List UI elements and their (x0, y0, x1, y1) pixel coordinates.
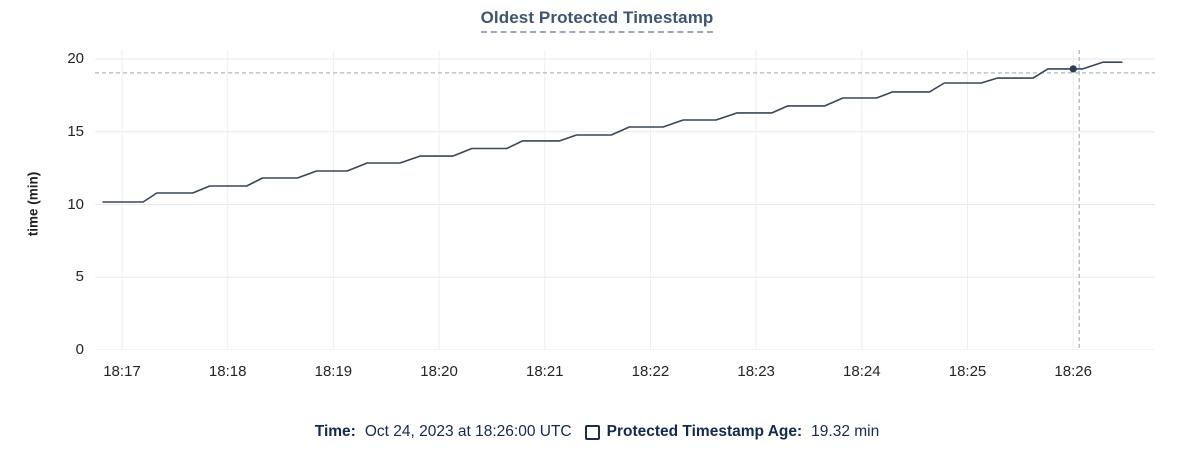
x-tick-label: 18:25 (948, 363, 987, 380)
legend-time: Time: Oct 24, 2023 at 18:26:00 UTC (315, 423, 572, 441)
legend-series-label: Protected Timestamp Age: (606, 423, 803, 440)
y-tick-label: 10 (67, 195, 84, 213)
x-tick-label: 18:20 (420, 363, 458, 380)
x-tick-label: 18:26 (1054, 363, 1092, 380)
legend-series: Protected Timestamp Age: 19.32 min (584, 423, 880, 441)
y-tick-label: 0 (75, 341, 84, 358)
x-tick-label: 18:17 (103, 363, 141, 380)
legend-time-label: Time: (314, 423, 356, 440)
series-line (102, 61, 1123, 203)
x-tick-label: 18:18 (208, 363, 247, 380)
x-tick-label: 18:21 (525, 363, 564, 380)
hover-point (1069, 65, 1077, 73)
legend: Time: Oct 24, 2023 at 18:26:00 UTC Prote… (0, 423, 1194, 441)
legend-time-value: Oct 24, 2023 at 18:26:00 UTC (364, 423, 572, 440)
legend-series-value: 19.32 min (811, 423, 880, 440)
y-tick-label: 20 (67, 50, 84, 68)
chart-header: Oldest Protected Timestamp (0, 8, 1194, 33)
plot-area[interactable] (95, 50, 1155, 350)
x-tick-label: 18:24 (843, 363, 881, 380)
series-checkbox[interactable] (584, 424, 600, 440)
x-tick-label: 18:19 (314, 363, 353, 380)
x-tick-label: 18:23 (737, 363, 775, 380)
y-tick-label: 5 (75, 268, 84, 286)
chart-title[interactable]: Oldest Protected Timestamp (480, 8, 714, 33)
y-tick-label: 15 (67, 122, 84, 140)
x-tick-label: 18:22 (631, 363, 670, 380)
